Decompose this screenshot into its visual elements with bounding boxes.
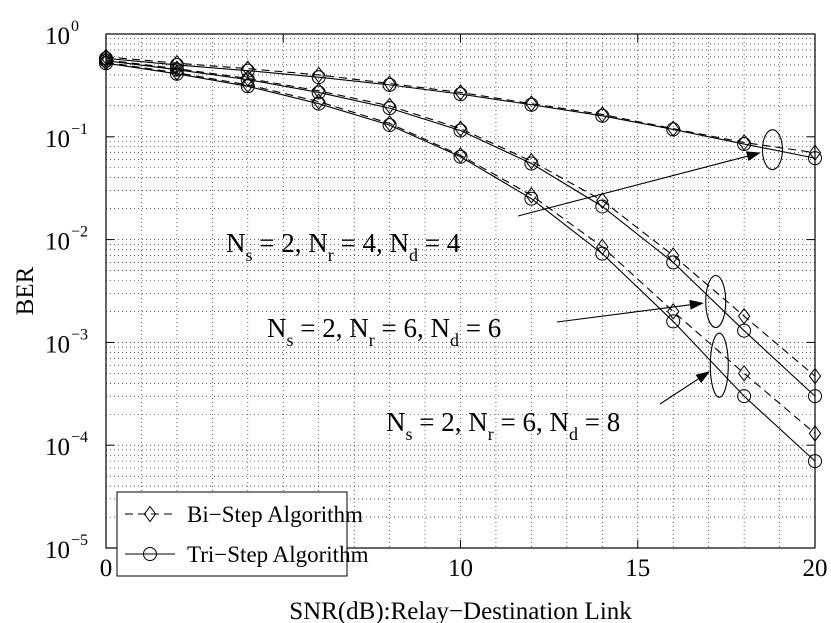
- data-point: [666, 122, 681, 137]
- group-ellipse: [709, 332, 729, 398]
- y-tick-label: 10: [45, 331, 70, 358]
- arrow-line: [556, 303, 694, 323]
- legend-entry-1: Tri−Step Algorithm: [125, 542, 369, 567]
- data-point: [453, 87, 468, 102]
- data-point: [453, 123, 468, 138]
- data-point: [524, 191, 539, 206]
- data-point: [240, 79, 255, 94]
- data-point: [454, 84, 467, 101]
- y-tick-exponent: −3: [71, 326, 88, 343]
- legend-label: Bi−Step Algorithm: [187, 502, 363, 527]
- grid: [106, 34, 815, 548]
- series-line: [105, 62, 816, 462]
- y-axis-label: BER: [12, 266, 39, 315]
- legend-entry-0: Bi−Step Algorithm: [125, 502, 363, 527]
- x-tick-label: 15: [625, 555, 650, 582]
- arrow-head: [689, 299, 704, 310]
- group-ellipse: [705, 274, 727, 329]
- annotation-nd4: Ns = 2, Nr = 4, Nd = 4: [226, 129, 784, 265]
- legend-label: Tri−Step Algorithm: [187, 542, 369, 567]
- x-tick-label: 0: [100, 555, 113, 582]
- annotation-nd8: Ns = 2, Nr = 6, Nd = 8: [386, 332, 729, 444]
- data-point: [737, 365, 751, 382]
- data-point: [311, 85, 326, 100]
- data-point: [737, 137, 752, 152]
- data-point: [312, 93, 325, 110]
- y-tick-exponent: −5: [71, 532, 88, 549]
- data-point: [666, 255, 681, 270]
- y-tick-label: 10: [45, 229, 70, 256]
- data-point: [169, 62, 184, 77]
- legend: Bi−Step Algorithm Tri−Step Algorithm: [116, 491, 369, 577]
- data-point: [312, 82, 325, 100]
- data-point: [596, 192, 609, 209]
- data-point: [524, 156, 539, 171]
- data-point: [524, 97, 539, 112]
- y-tick-exponent: −1: [71, 121, 88, 138]
- y-tick-label: 10: [45, 434, 70, 461]
- y-tick-exponent: −2: [71, 224, 88, 241]
- annotation-label: Ns = 2, Nr = 4, Nd = 4: [226, 228, 461, 265]
- annotation-label: Ns = 2, Nr = 6, Nd = 6: [267, 313, 501, 350]
- arrow-line: [517, 154, 752, 217]
- y-tick-exponent: −4: [71, 429, 88, 446]
- annotations: Ns = 2, Nr = 4, Nd = 4 Ns = 2, Nr = 6, Nd…: [226, 129, 784, 444]
- data-point: [666, 303, 680, 320]
- arrow-head: [695, 371, 711, 384]
- x-tick-label: 20: [803, 555, 828, 582]
- series-group: [99, 48, 822, 469]
- series-line: [105, 59, 816, 377]
- data-point: [382, 118, 397, 133]
- data-point: [595, 199, 610, 214]
- y-tick-label: 10: [45, 537, 70, 564]
- data-point: [737, 389, 752, 404]
- arrow-head: [746, 151, 761, 162]
- series-line: [105, 57, 816, 159]
- series-line: [105, 56, 816, 154]
- y-tick-exponent: 0: [71, 18, 79, 35]
- x-axis-label: SNR(dB):Relay−Destination Link: [289, 598, 632, 623]
- data-point: [241, 60, 255, 78]
- annotation-nd6: Ns = 2, Nr = 6, Nd = 6: [267, 274, 727, 350]
- data-point: [737, 307, 751, 325]
- group-ellipse: [761, 129, 784, 171]
- data-point: [383, 115, 396, 132]
- data-point: [170, 54, 184, 72]
- data-point: [454, 120, 467, 137]
- annotation-label: Ns = 2, Nr = 6, Nd = 8: [386, 407, 620, 444]
- data-point: [525, 186, 538, 204]
- legend-circle-marker: [143, 547, 157, 561]
- ticks: 0510152010010−110−210−310−410−5: [45, 18, 828, 582]
- data-point: [595, 246, 610, 261]
- series-line: [105, 60, 816, 397]
- data-point: [666, 314, 681, 329]
- data-point: [382, 77, 397, 92]
- data-point: [737, 134, 751, 151]
- data-point: [737, 323, 752, 338]
- data-point: [453, 149, 468, 164]
- legend-diamond-marker: [143, 505, 157, 523]
- y-tick-label: 10: [45, 23, 70, 50]
- legend-box: [116, 491, 348, 577]
- series-line: [105, 61, 816, 434]
- y-tick-label: 10: [45, 126, 70, 153]
- arrow-line: [659, 376, 703, 405]
- data-point: [382, 101, 397, 116]
- data-point: [595, 108, 610, 123]
- data-point: [169, 57, 184, 72]
- data-point: [311, 96, 326, 111]
- data-point: [169, 66, 184, 81]
- x-tick-label: 10: [448, 555, 473, 582]
